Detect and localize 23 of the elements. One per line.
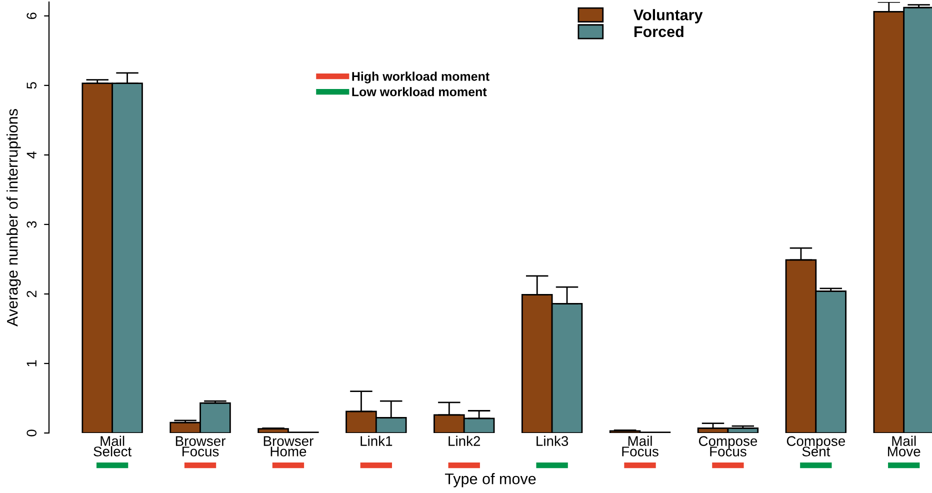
x-tick-label: Mail Select (94, 436, 132, 456)
x-tick-label: Browser Focus (176, 436, 226, 456)
y-tick-label: 2 (26, 290, 36, 298)
y-tick-label: 3 (26, 221, 37, 228)
x-tick-label: Compose Focus (698, 436, 758, 456)
x-tick-label: Link3 (536, 436, 568, 446)
legend-label: High workload moment (352, 72, 490, 84)
x-tick-label: Link1 (360, 436, 392, 446)
legend-label: Voluntary (634, 9, 703, 24)
y-tick-label: 6 (26, 12, 37, 20)
x-tick-label: Mail Focus (622, 436, 658, 456)
x-tick-label: Link2 (448, 436, 480, 446)
y-tick-label: 1 (26, 360, 36, 366)
y-tick-label: 4 (26, 151, 36, 158)
legend-label: Low workload moment (352, 87, 487, 96)
x-tick-label: Compose Sent (786, 436, 846, 456)
x-tick-label: Mail Move (888, 436, 920, 456)
legend-label: Forced (634, 26, 684, 38)
x-tick-label: Browser Home (264, 436, 314, 456)
y-axis-title: Average number of interruptions (6, 109, 21, 326)
x-axis-title: Type of move (444, 473, 536, 488)
y-tick-label: 0 (26, 430, 37, 436)
y-tick-label: 5 (26, 82, 37, 89)
